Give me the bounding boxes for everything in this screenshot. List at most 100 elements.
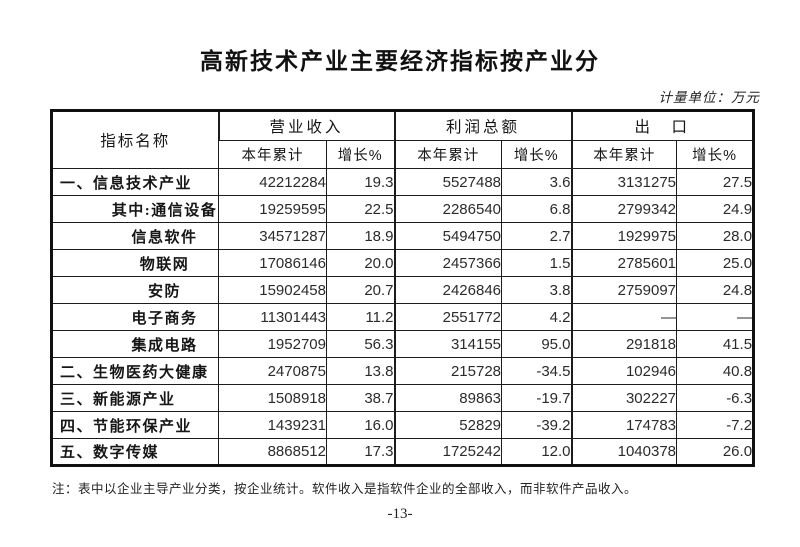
cell-revenue-cumulative: 1952709 xyxy=(218,330,327,358)
page-number: -13- xyxy=(387,506,413,522)
cell-export-growth: 41.5 xyxy=(676,330,755,358)
cell-revenue-growth: 20.7 xyxy=(325,276,396,304)
row-label: 五、数字传媒 xyxy=(51,438,219,466)
cell-profit-cumulative: 52829 xyxy=(393,411,503,439)
cell-profit-growth: -19.7 xyxy=(501,384,573,412)
cell-export-growth: 40.8 xyxy=(676,357,755,385)
cell-profit-cumulative: 5494750 xyxy=(393,222,503,250)
cell-revenue-growth: 22.5 xyxy=(325,195,396,223)
cell-profit-cumulative: 314155 xyxy=(393,330,503,358)
cell-export-cumulative: — xyxy=(570,303,678,331)
cell-revenue-cumulative: 19259595 xyxy=(218,195,327,223)
cell-export-growth: 28.0 xyxy=(676,222,755,250)
cell-revenue-cumulative: 1439231 xyxy=(218,411,327,439)
cell-profit-cumulative: 215728 xyxy=(393,357,503,385)
cell-revenue-growth: 11.2 xyxy=(325,303,396,331)
cell-export-cumulative: 2785601 xyxy=(570,249,678,277)
row-label: 二、生物医药大健康 xyxy=(51,357,219,385)
cell-export-cumulative: 2799342 xyxy=(570,195,678,223)
cell-profit-growth: 95.0 xyxy=(501,330,573,358)
table-row: 电子商务 11301443 11.2 2551772 4.2— — xyxy=(51,303,755,331)
cell-export-growth: 24.8 xyxy=(676,276,755,304)
table-row: 一、信息技术产业 42212284 19.3 5527488 3.6 3131275 27.… xyxy=(51,168,755,196)
group-header-profit: 利润总额 xyxy=(393,110,573,141)
group-header-export: 出 口 xyxy=(570,110,755,141)
cell-export-growth: -6.3 xyxy=(676,384,755,412)
cell-revenue-growth: 20.0 xyxy=(325,249,396,277)
row-label: 物联网 xyxy=(51,249,219,277)
subheader-revenue-growth: 增长% xyxy=(325,140,396,169)
cell-export-growth: — xyxy=(676,303,755,331)
cell-export-growth: 27.5 xyxy=(676,168,755,196)
subheader-export-growth: 增长% xyxy=(676,140,755,169)
cell-revenue-cumulative: 2470875 xyxy=(218,357,327,385)
cell-export-growth: 26.0 xyxy=(676,438,755,466)
cell-export-growth: 24.9 xyxy=(676,195,755,223)
row-label: 集成电路 xyxy=(51,330,219,358)
subheader-export-cumulative: 本年累计 xyxy=(570,140,678,169)
cell-export-cumulative: 2759097 xyxy=(570,276,678,304)
unit-note: 计量单位：万元 xyxy=(658,90,760,105)
cell-profit-cumulative: 5527488 xyxy=(393,168,503,196)
cell-profit-cumulative: 2551772 xyxy=(393,303,503,331)
cell-profit-growth: 3.6 xyxy=(501,168,573,196)
cell-profit-cumulative: 1725242 xyxy=(393,438,503,466)
cell-export-cumulative: 302227 xyxy=(570,384,678,412)
subheader-profit-growth: 增长% xyxy=(501,140,573,169)
cell-revenue-growth: 16.0 xyxy=(325,411,396,439)
cell-revenue-cumulative: 8868512 xyxy=(218,438,327,466)
table-row: 三、新能源产业 1508918 38.7 89863 -19.7 302227 -6.3 xyxy=(51,384,755,412)
table-row: 二、生物医药大健康 2470875 13.8 215728 -34.5 102946 40.… xyxy=(51,357,755,385)
cell-profit-growth: -39.2 xyxy=(501,411,573,439)
cell-export-cumulative: 1040378 xyxy=(570,438,678,466)
sub-header-row: 本年累计 增长% 本年累计 增长% 本年累计 增长% xyxy=(52,140,755,169)
cell-profit-growth: 2.7 xyxy=(501,222,573,250)
row-label: 电子商务 xyxy=(51,303,219,331)
cell-profit-cumulative: 2426846 xyxy=(393,276,503,304)
cell-profit-growth: 12.0 xyxy=(501,438,573,466)
cell-revenue-growth: 17.3 xyxy=(325,438,396,466)
table-row: 物联网 17086146 20.0 2457366 1.5 2785601 25.0 xyxy=(51,249,755,277)
cell-revenue-cumulative: 34571287 xyxy=(218,222,327,250)
table-row: 安防 15902458 20.7 2426846 3.8 2759097 24.8 xyxy=(51,276,755,304)
table-row: 集成电路 1952709 56.3 314155 95.0 291818 41.5 xyxy=(51,330,755,358)
subheader-revenue-cumulative: 本年累计 xyxy=(218,140,327,169)
row-label: 四、节能环保产业 xyxy=(51,411,219,439)
cell-profit-growth: 6.8 xyxy=(501,195,573,223)
cell-revenue-growth: 19.3 xyxy=(325,168,396,196)
cell-profit-growth: -34.5 xyxy=(501,357,573,385)
table-row: 信息软件 34571287 18.9 5494750 2.7 1929975 28.0 xyxy=(51,222,755,250)
cell-profit-cumulative: 2286540 xyxy=(393,195,503,223)
statistics-table: 指标名称 营业收入 利润总额 出 口 本年累计 增长% 本年累计 增长% 本年累… xyxy=(50,109,756,467)
cell-export-cumulative: 1929975 xyxy=(570,222,678,250)
cell-export-cumulative: 291818 xyxy=(570,330,678,358)
cell-export-growth: 25.0 xyxy=(676,249,755,277)
cell-profit-cumulative: 89863 xyxy=(393,384,503,412)
cell-export-growth: -7.2 xyxy=(676,411,755,439)
page-title: 高新技术产业主要经济指标按产业分 xyxy=(200,48,600,74)
cell-revenue-cumulative: 42212284 xyxy=(218,168,327,196)
cell-revenue-cumulative: 1508918 xyxy=(218,384,327,412)
corner-header: 指标名称 xyxy=(51,110,219,169)
table-row: 五、数字传媒 8868512 17.3 1725242 12.0 1040378 26.0 xyxy=(51,438,755,466)
cell-revenue-cumulative: 17086146 xyxy=(218,249,327,277)
cell-profit-cumulative: 2457366 xyxy=(393,249,503,277)
cell-revenue-growth: 56.3 xyxy=(325,330,396,358)
cell-revenue-cumulative: 15902458 xyxy=(218,276,327,304)
group-header-revenue: 营业收入 xyxy=(217,110,396,141)
cell-revenue-growth: 13.8 xyxy=(325,357,396,385)
cell-export-cumulative: 102946 xyxy=(570,357,678,385)
footnote: 注：表中以企业主导产业分类，按企业统计。软件收入是指软件企业的全部收入，而非软件… xyxy=(52,482,638,496)
cell-export-cumulative: 174783 xyxy=(570,411,678,439)
cell-revenue-growth: 18.9 xyxy=(325,222,396,250)
cell-revenue-growth: 38.7 xyxy=(325,384,396,412)
row-label: 一、信息技术产业 xyxy=(51,168,219,196)
cell-profit-growth: 1.5 xyxy=(501,249,573,277)
row-label: 安防 xyxy=(51,276,219,304)
cell-profit-growth: 4.2 xyxy=(501,303,573,331)
row-label: 三、新能源产业 xyxy=(51,384,219,412)
row-label: 其中:通信设备 xyxy=(51,195,219,223)
cell-profit-growth: 3.8 xyxy=(501,276,573,304)
row-label: 信息软件 xyxy=(51,222,219,250)
